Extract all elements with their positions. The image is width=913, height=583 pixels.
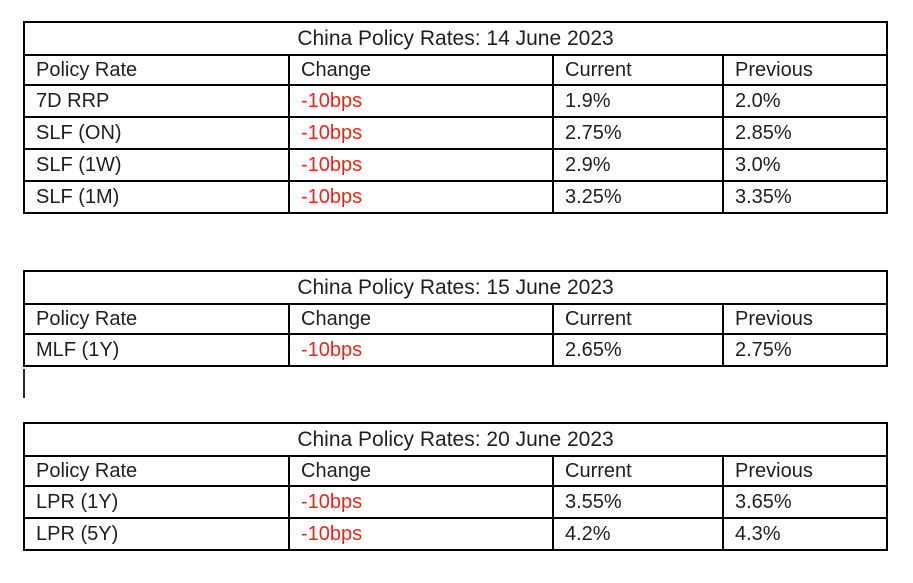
table-row: SLF (1M) -10bps 3.25% 3.35%: [23, 180, 888, 214]
text-cursor-artifact: [23, 369, 25, 398]
cell-previous: 3.0%: [722, 148, 888, 182]
cell-previous: 3.35%: [722, 180, 888, 214]
cell-current: 3.25%: [552, 180, 724, 214]
cell-change: -10bps: [288, 333, 554, 367]
column-header-change: Change: [288, 54, 554, 86]
column-header-policy-rate: Policy Rate: [23, 455, 290, 487]
table-title: China Policy Rates: 15 June 2023: [23, 270, 888, 305]
table-title: China Policy Rates: 20 June 2023: [23, 422, 888, 457]
cell-current: 2.75%: [552, 116, 724, 150]
cell-current: 2.65%: [552, 333, 724, 367]
cell-change: -10bps: [288, 180, 554, 214]
table-row: LPR (5Y) -10bps 4.2% 4.3%: [23, 517, 888, 551]
cell-previous: 4.3%: [722, 517, 888, 551]
column-header-current: Current: [552, 455, 724, 487]
table-header-row: Policy Rate Change Current Previous: [23, 455, 888, 487]
cell-change: -10bps: [288, 485, 554, 519]
cell-previous: 2.85%: [722, 116, 888, 150]
column-header-change: Change: [288, 303, 554, 335]
policy-rates-table-20-june: China Policy Rates: 20 June 2023 Policy …: [23, 422, 888, 551]
table-header-row: Policy Rate Change Current Previous: [23, 54, 888, 86]
table-title-row: China Policy Rates: 14 June 2023: [23, 21, 888, 56]
cell-current: 1.9%: [552, 84, 724, 118]
table-title: China Policy Rates: 14 June 2023: [23, 21, 888, 56]
table-row: SLF (1W) -10bps 2.9% 3.0%: [23, 148, 888, 182]
column-header-change: Change: [288, 455, 554, 487]
cell-policy-rate: SLF (1W): [23, 148, 290, 182]
cell-current: 4.2%: [552, 517, 724, 551]
table-row: 7D RRP -10bps 1.9% 2.0%: [23, 84, 888, 118]
cell-current: 3.55%: [552, 485, 724, 519]
table-row: LPR (1Y) -10bps 3.55% 3.65%: [23, 485, 888, 519]
cell-previous: 2.0%: [722, 84, 888, 118]
column-header-policy-rate: Policy Rate: [23, 54, 290, 86]
cell-change: -10bps: [288, 517, 554, 551]
column-header-current: Current: [552, 54, 724, 86]
policy-rates-table-15-june: China Policy Rates: 15 June 2023 Policy …: [23, 270, 888, 367]
table-title-row: China Policy Rates: 20 June 2023: [23, 422, 888, 457]
cell-policy-rate: LPR (5Y): [23, 517, 290, 551]
cell-change: -10bps: [288, 84, 554, 118]
table-header-row: Policy Rate Change Current Previous: [23, 303, 888, 335]
cell-policy-rate: MLF (1Y): [23, 333, 290, 367]
cell-policy-rate: SLF (ON): [23, 116, 290, 150]
cell-current: 2.9%: [552, 148, 724, 182]
column-header-current: Current: [552, 303, 724, 335]
cell-change: -10bps: [288, 116, 554, 150]
cell-policy-rate: 7D RRP: [23, 84, 290, 118]
table-row: MLF (1Y) -10bps 2.65% 2.75%: [23, 333, 888, 367]
column-header-policy-rate: Policy Rate: [23, 303, 290, 335]
column-header-previous: Previous: [722, 455, 888, 487]
cell-previous: 3.65%: [722, 485, 888, 519]
cell-change: -10bps: [288, 148, 554, 182]
cell-previous: 2.75%: [722, 333, 888, 367]
table-title-row: China Policy Rates: 15 June 2023: [23, 270, 888, 305]
cell-policy-rate: LPR (1Y): [23, 485, 290, 519]
column-header-previous: Previous: [722, 303, 888, 335]
cell-policy-rate: SLF (1M): [23, 180, 290, 214]
table-row: SLF (ON) -10bps 2.75% 2.85%: [23, 116, 888, 150]
column-header-previous: Previous: [722, 54, 888, 86]
policy-rates-table-14-june: China Policy Rates: 14 June 2023 Policy …: [23, 21, 888, 214]
